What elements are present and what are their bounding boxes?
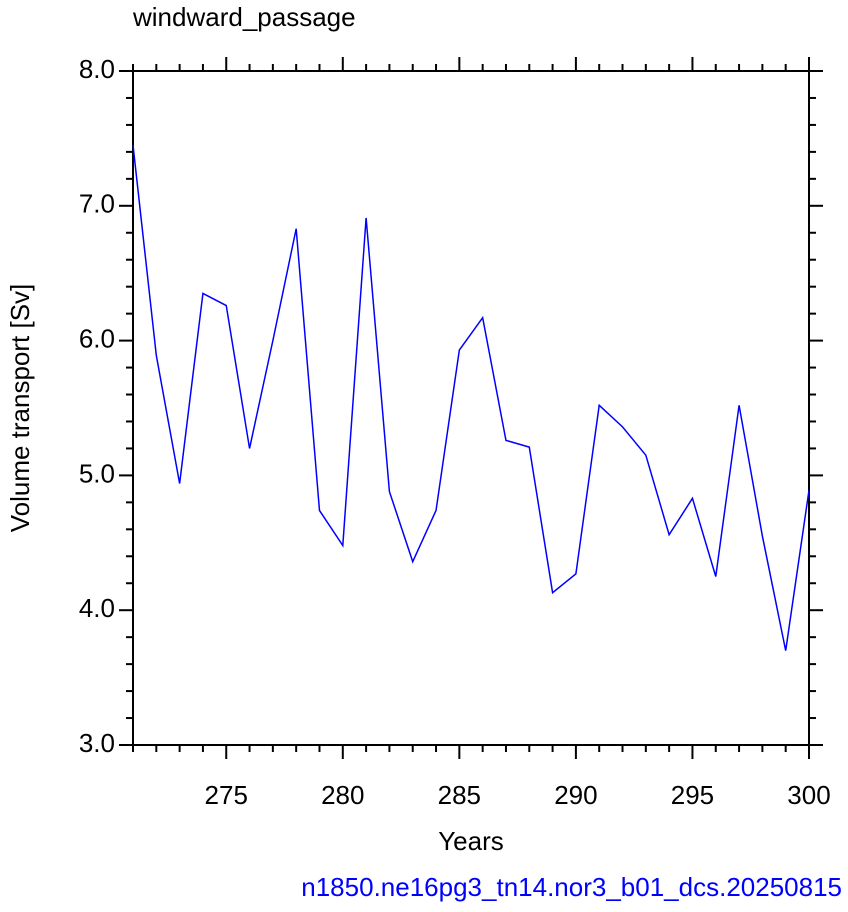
plot-frame bbox=[132, 70, 810, 746]
x-tick-label: 275 bbox=[205, 780, 248, 810]
y-tick-label: 4.0 bbox=[79, 593, 115, 623]
x-tick-label: 290 bbox=[554, 780, 597, 810]
x-tick-label: 280 bbox=[321, 780, 364, 810]
x-tick-label: 295 bbox=[671, 780, 714, 810]
footer-text: n1850.ne16pg3_tn14.nor3_b01_dcs.20250815 bbox=[301, 872, 842, 902]
y-tick-label: 3.0 bbox=[79, 728, 115, 758]
y-tick-label: 5.0 bbox=[79, 458, 115, 488]
y-tick-label: 8.0 bbox=[79, 54, 115, 84]
x-axis-label: Years bbox=[438, 826, 504, 856]
y-tick-label: 6.0 bbox=[79, 323, 115, 353]
x-tick-label: 285 bbox=[438, 780, 481, 810]
chart-title: windward_passage bbox=[132, 2, 356, 32]
y-tick-label: 7.0 bbox=[79, 189, 115, 219]
x-tick-label: 300 bbox=[787, 780, 830, 810]
y-axis-label: Volume transport [Sv] bbox=[5, 284, 35, 533]
data-line bbox=[132, 145, 810, 651]
